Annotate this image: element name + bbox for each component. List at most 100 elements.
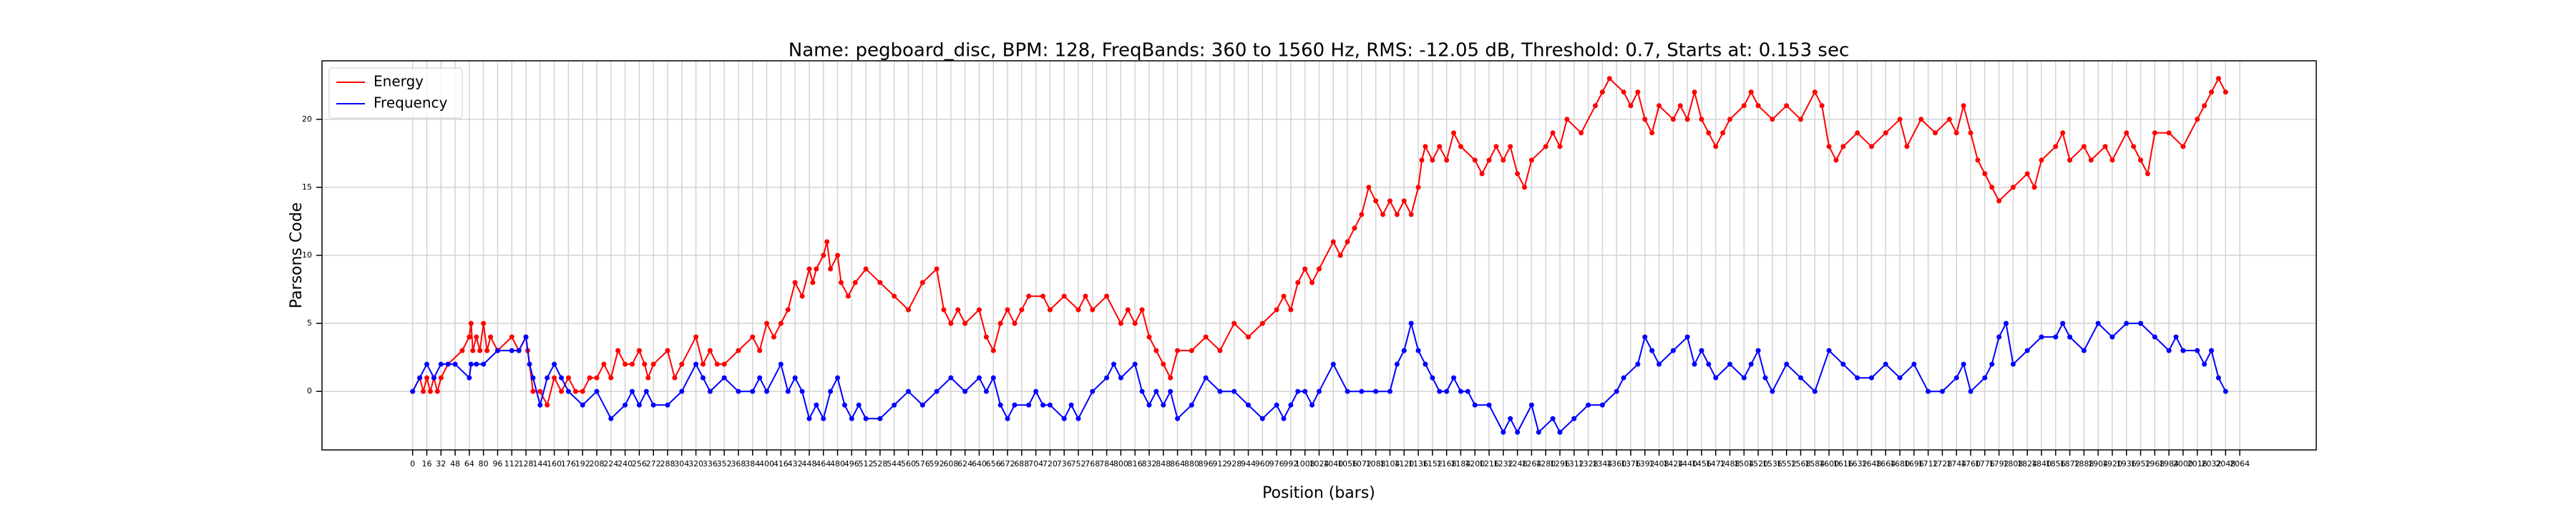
data-point <box>1706 361 1712 367</box>
data-point <box>1451 375 1457 381</box>
data-point <box>905 388 911 394</box>
data-point <box>757 348 763 353</box>
data-point <box>2004 320 2009 326</box>
data-point <box>650 361 656 367</box>
data-point <box>1040 402 1046 408</box>
x-tick-label: 80 <box>479 459 489 469</box>
data-point <box>537 402 543 408</box>
data-point <box>1423 144 1428 149</box>
data-point <box>1855 375 1860 381</box>
data-point <box>1713 375 1719 381</box>
data-point <box>1330 239 1336 245</box>
x-tick-label: 144 <box>532 459 547 469</box>
data-point <box>983 334 989 340</box>
data-point <box>693 334 699 340</box>
x-tick-label: 816 <box>1128 459 1143 469</box>
data-point <box>474 334 479 340</box>
x-tick-label: 912 <box>1212 459 1227 469</box>
data-point <box>645 375 651 381</box>
data-point <box>470 348 476 353</box>
data-point <box>1132 361 1138 367</box>
data-point <box>1359 388 1365 394</box>
data-point <box>636 402 642 408</box>
data-point <box>580 388 585 394</box>
data-point <box>990 348 996 353</box>
data-point <box>665 348 670 353</box>
data-point <box>1528 402 1534 408</box>
data-point <box>1040 293 1046 299</box>
data-point <box>629 361 635 367</box>
x-tick-label: 592 <box>930 459 945 469</box>
data-point <box>1068 402 1074 408</box>
data-point <box>2209 348 2215 353</box>
data-point <box>810 280 816 285</box>
x-tick-label: 1088 <box>1366 459 1386 469</box>
x-tick-label: 1632 <box>1848 459 1868 469</box>
data-point <box>1274 402 1279 408</box>
x-tick-label: 1888 <box>2074 459 2094 469</box>
data-point <box>1033 388 1039 394</box>
data-point <box>2215 375 2221 381</box>
data-point <box>1394 361 1400 367</box>
x-axis-label: Position (bars) <box>1262 484 1375 502</box>
data-point <box>976 307 982 313</box>
data-point <box>537 388 543 394</box>
data-point <box>1982 171 1988 177</box>
x-tick-label: 192 <box>575 459 590 469</box>
x-tick-label: 2000 <box>2173 459 2193 469</box>
x-tick-label: 256 <box>632 459 647 469</box>
data-point <box>1868 144 1874 149</box>
data-point <box>771 334 776 340</box>
x-tick-label: 64 <box>464 459 474 469</box>
data-point <box>707 348 713 353</box>
x-tick-label: 1392 <box>1635 459 1655 469</box>
x-tick-label: 288 <box>660 459 675 469</box>
x-tick-label: 48 <box>450 459 460 469</box>
x-tick-label: 1024 <box>1309 459 1330 469</box>
data-point <box>1649 348 1655 353</box>
data-point <box>1295 388 1301 394</box>
data-point <box>962 320 968 326</box>
data-point <box>1451 130 1457 136</box>
data-point <box>806 416 812 421</box>
x-tick-label: 1056 <box>1337 459 1357 469</box>
legend-label: Energy <box>374 73 424 90</box>
data-point <box>714 361 720 367</box>
data-point <box>1401 198 1407 204</box>
data-point <box>1953 130 1959 136</box>
x-tick-label: 1808 <box>2003 459 2023 469</box>
data-point <box>1019 307 1025 313</box>
data-point <box>1727 117 1733 122</box>
x-tick-label: 176 <box>561 459 576 469</box>
data-point <box>700 361 706 367</box>
x-tick-label: 112 <box>504 459 519 469</box>
data-point <box>838 280 844 285</box>
data-point <box>1755 348 1761 353</box>
x-tick-label: 1936 <box>2117 459 2137 469</box>
x-tick-label: 1456 <box>1692 459 1712 469</box>
data-point <box>2060 130 2066 136</box>
data-point <box>955 307 961 313</box>
data-point <box>1118 375 1123 381</box>
data-point <box>2215 76 2221 82</box>
x-tick-label: 1280 <box>1536 459 1556 469</box>
x-tick-label: 656 <box>986 459 1001 469</box>
y-tick-label: 20 <box>302 114 312 124</box>
data-point <box>1486 157 1492 163</box>
legend-box <box>328 67 463 119</box>
data-point <box>509 348 514 353</box>
x-tick-label: 784 <box>1099 459 1114 469</box>
data-point <box>1508 144 1513 149</box>
data-point <box>608 375 614 381</box>
data-point <box>2067 334 2073 340</box>
data-point <box>545 402 550 408</box>
data-point <box>1345 388 1350 394</box>
data-point <box>642 361 648 367</box>
y-tick-label: 10 <box>302 250 312 260</box>
data-point <box>1748 89 1754 95</box>
data-point <box>785 307 791 313</box>
x-tick-label: 2064 <box>2230 459 2250 469</box>
data-point <box>468 361 474 367</box>
data-point <box>523 334 529 340</box>
